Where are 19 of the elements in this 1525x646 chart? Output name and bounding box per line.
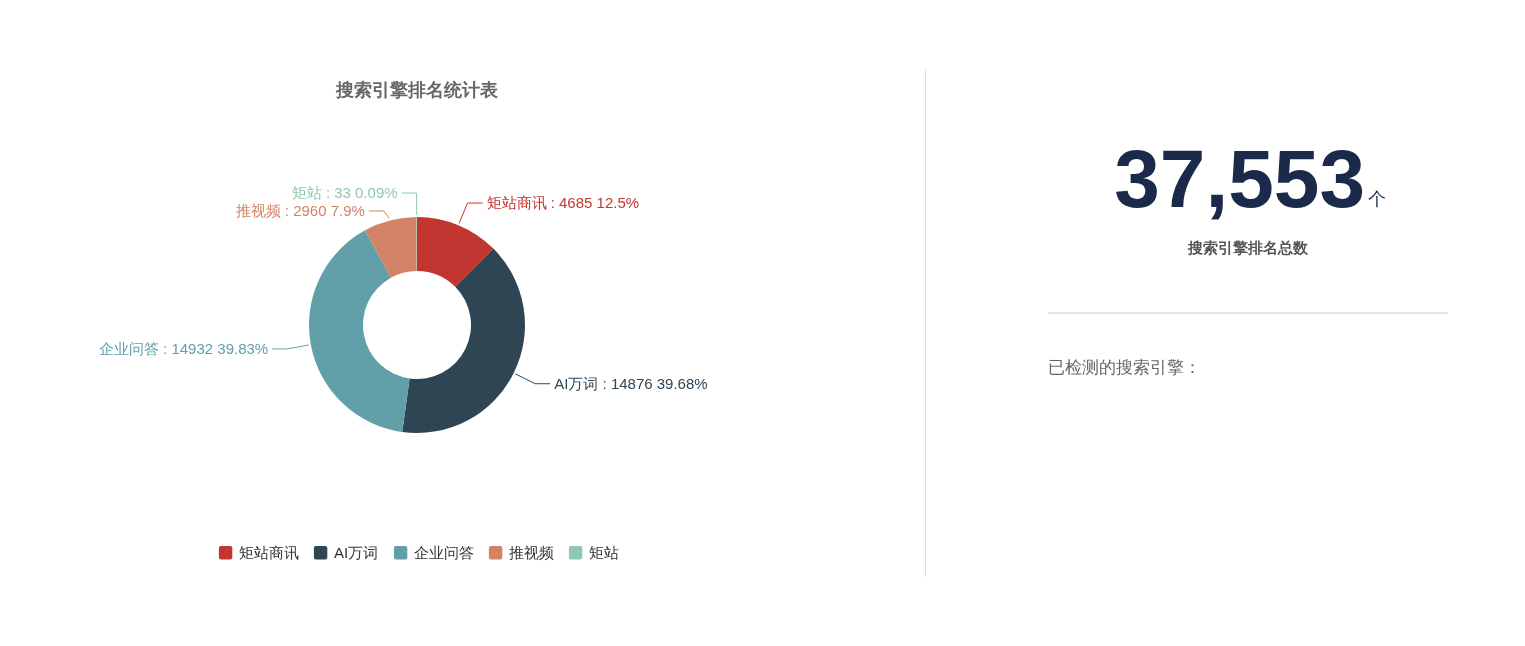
text: 已检测的搜索引擎： (1048, 358, 1201, 377)
text: 搜索引擎排名总数 (1187, 239, 1309, 256)
data-label: AI万词 : 14876 39.68% (554, 374, 708, 392)
text: 37,553 (1114, 133, 1365, 224)
data-label: 矩站 : 33 0.09% (291, 184, 398, 201)
legend-label: AI万词 (334, 543, 379, 561)
legend-label: 矩站商讯 (239, 543, 300, 561)
donut-slice (365, 217, 417, 278)
donut-slice (309, 230, 410, 432)
legend-label: 矩站 (589, 543, 620, 561)
data-label: 矩站商讯 : 4685 12.5% (486, 194, 640, 212)
legend-label: 推视频 (509, 543, 555, 561)
donut-slice (402, 248, 525, 433)
text: 个 (1368, 189, 1386, 209)
legend-label: 企业问答 (414, 543, 475, 561)
chart-title: 搜索引擎排名统计表 (335, 80, 498, 100)
data-label: 企业问答 : 14932 39.83% (98, 339, 269, 357)
donut-slice (417, 217, 494, 287)
data-label: 推视频 : 2960 7.9% (235, 202, 365, 219)
